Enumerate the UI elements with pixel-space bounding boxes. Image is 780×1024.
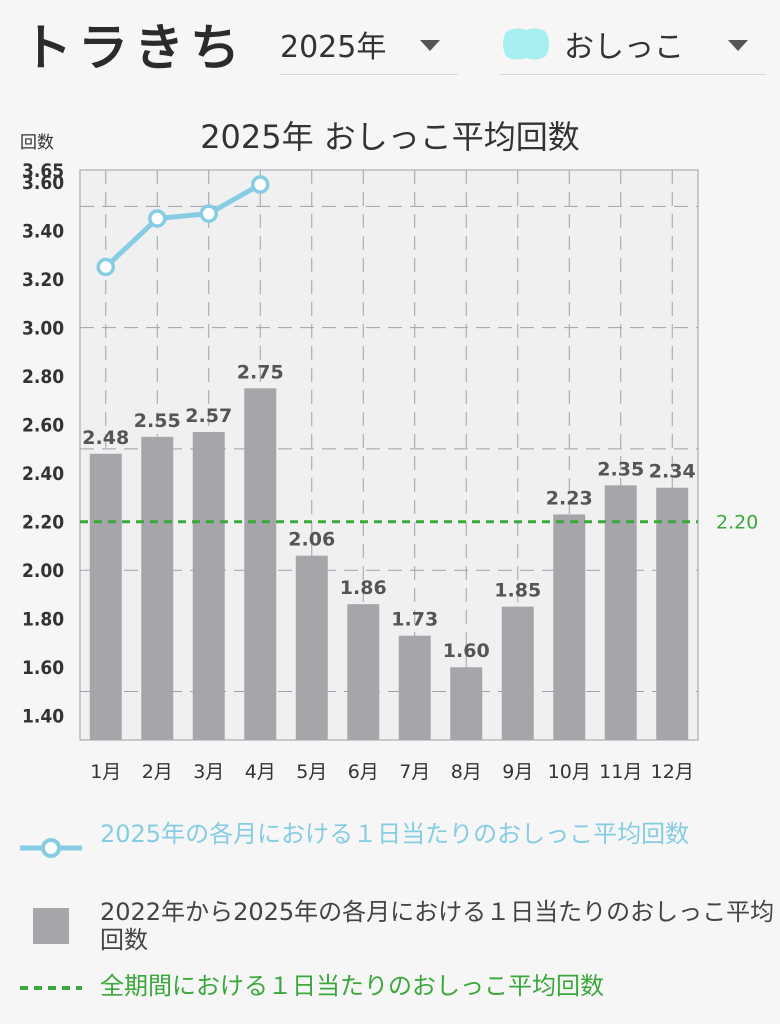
bar-line-chart: 1.40 1.60 1.80 2.00 2.20 2.40 2.60 2.80 3.00 3.20… [22, 160, 758, 783]
line-point [199, 204, 218, 223]
bar-value-label: 2.06 [288, 529, 335, 551]
bar [244, 388, 277, 740]
year-dropdown[interactable]: 2025年 [280, 14, 458, 75]
legend-label-bars: 2022年から2025年の各月における１日当たりのおしっこ平均回数 [100, 898, 775, 954]
bar-value-label: 1.85 [494, 580, 541, 602]
legend-item-2025-line: 2025年の各月における１日当たりのおしっこ平均回数 [20, 820, 689, 860]
y-tick-label: 2.20 [22, 512, 64, 534]
bar-value-label: 2.23 [546, 487, 593, 509]
x-tick-label: 3月 [193, 761, 224, 783]
x-tick-label: 10月 [548, 761, 591, 783]
x-tick-label: 5月 [296, 761, 327, 783]
x-tick-label: 7月 [399, 761, 430, 783]
legend-dashed-line-icon [20, 986, 82, 990]
bar-value-label: 2.48 [82, 427, 129, 449]
bar-value-label: 2.55 [134, 410, 181, 432]
bar-value-label: 1.60 [443, 640, 490, 662]
legend-line-marker-icon [20, 838, 82, 858]
y-tick-label: 1.80 [22, 609, 64, 631]
line-point [96, 257, 115, 277]
bar [604, 485, 637, 740]
bar [398, 635, 431, 740]
app-title: トラきち [22, 19, 246, 77]
bar-value-label: 1.86 [340, 577, 387, 599]
category-icon [503, 28, 549, 60]
bar-value-label: 2.57 [185, 405, 232, 427]
x-tick-label: 12月 [651, 761, 694, 783]
bar [89, 453, 122, 740]
legend-item-average-bar: 2022年から2025年の各月における１日当たりのおしっこ平均回数 [20, 898, 780, 954]
x-tick-label: 4月 [245, 761, 276, 783]
y-tick-label: 3.20 [22, 269, 64, 291]
bar [450, 667, 483, 740]
legend-label-2025: 2025年の各月における１日当たりのおしっこ平均回数 [100, 820, 690, 848]
plot-area [79, 169, 699, 741]
x-tick-label: 11月 [599, 761, 642, 783]
bar [141, 436, 174, 740]
bar [501, 606, 534, 740]
x-tick-label: 2月 [142, 761, 173, 783]
bar-value-label: 2.35 [597, 458, 644, 480]
year-dropdown-value: 2025年 [280, 30, 387, 65]
y-tick-label: 3.00 [22, 318, 64, 340]
legend-item-overall-average: 全期間における１日当たりのおしっこ平均回数 [20, 972, 604, 1012]
chevron-down-icon [420, 40, 440, 51]
bar [192, 431, 225, 740]
y-tick-label: 2.00 [22, 560, 64, 582]
y-axis-label: 回数 [20, 133, 54, 153]
y-tick-label: 1.60 [22, 657, 64, 679]
y-tick-label: 3.65 [22, 160, 64, 182]
x-tick-label: 6月 [348, 761, 379, 783]
bar-value-label: 2.34 [649, 461, 696, 483]
y-tick-label: 2.60 [22, 415, 64, 437]
line-point [251, 175, 270, 194]
overall-average-label: 2.20 [716, 512, 758, 534]
chevron-down-icon [728, 40, 748, 51]
bar-value-label: 1.73 [391, 609, 438, 631]
bar [295, 555, 328, 740]
category-dropdown[interactable]: おしっこ [500, 14, 766, 75]
bar [553, 514, 586, 740]
x-tick-label: 8月 [451, 761, 482, 783]
category-dropdown-value: おしっこ [564, 30, 684, 65]
y-tick-label: 2.80 [22, 366, 64, 388]
bar [656, 487, 689, 740]
legend-bar-swatch-icon [33, 908, 69, 944]
line-point [148, 209, 167, 228]
y-tick-label: 1.40 [22, 706, 64, 728]
legend-label-overall: 全期間における１日当たりのおしっこ平均回数 [100, 972, 604, 1000]
bar [347, 604, 380, 740]
x-tick-label: 1月 [90, 761, 121, 783]
bar-value-label: 2.75 [237, 361, 284, 383]
chart-title: 2025年 おしっこ平均回数 [200, 118, 580, 156]
y-tick-label: 2.40 [22, 463, 64, 485]
line-series-2025 [104, 182, 262, 269]
y-tick-label: 3.40 [22, 221, 64, 243]
y-tick-label: 3.60 [22, 172, 64, 194]
x-tick-label: 9月 [502, 761, 533, 783]
